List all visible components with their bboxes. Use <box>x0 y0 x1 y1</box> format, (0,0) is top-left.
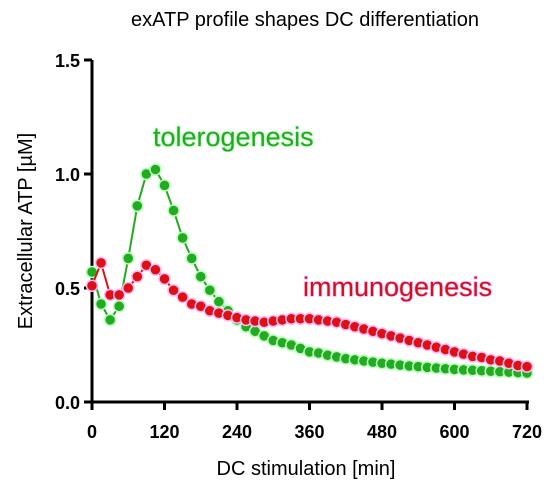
chart-title: exATP profile shapes DC differentiation <box>131 9 479 31</box>
data-point-tolerogenesis <box>203 284 217 297</box>
data-point-tolerogenesis <box>185 252 198 265</box>
x-tick-label: 240 <box>222 422 252 442</box>
ticks: 0 120 240 360 480 600 720 0.0 0.5 1.0 1.5 <box>55 51 542 442</box>
data-point-tolerogenesis <box>112 299 126 313</box>
data-point-immunogenesis <box>149 263 162 277</box>
data-point-immunogenesis <box>167 284 180 297</box>
x-tick-label: 360 <box>294 422 324 442</box>
data-point-immunogenesis <box>131 270 144 283</box>
series <box>85 163 534 380</box>
data-point-tolerogenesis <box>103 313 117 327</box>
tolerogenesis-label: tolerogenesis <box>153 122 314 152</box>
data-point-tolerogenesis <box>131 199 144 213</box>
x-tick-label: 480 <box>367 422 397 442</box>
data-point-tolerogenesis <box>194 270 207 283</box>
x-tick-label: 600 <box>439 422 469 442</box>
y-tick-label: 0.5 <box>55 279 80 299</box>
data-point-tolerogenesis <box>94 297 108 311</box>
y-axis-label: Extracellular ATP [µM] <box>15 133 37 329</box>
data-point-immunogenesis <box>85 279 99 292</box>
data-point-tolerogenesis <box>158 179 171 192</box>
x-tick-label: 120 <box>149 422 179 442</box>
x-tick-label: 720 <box>512 422 542 442</box>
x-axis-label: DC stimulation [min] <box>217 458 396 480</box>
data-point-tolerogenesis <box>149 163 162 176</box>
data-point-tolerogenesis <box>176 231 189 245</box>
data-point-tolerogenesis <box>212 295 226 308</box>
data-point-immunogenesis <box>122 281 135 295</box>
y-tick-label: 1.5 <box>55 51 80 71</box>
immunogenesis-label: immunogenesis <box>303 272 492 302</box>
x-tick-label: 0 <box>87 422 97 442</box>
data-point-immunogenesis <box>176 290 189 304</box>
data-point-immunogenesis <box>112 288 126 302</box>
y-tick-label: 1.0 <box>55 165 80 185</box>
series-immunogenesis <box>85 256 534 373</box>
data-point-immunogenesis <box>94 256 108 270</box>
y-tick-label: 0.0 <box>55 393 80 413</box>
data-point-immunogenesis <box>158 272 171 286</box>
data-point-tolerogenesis <box>167 204 180 217</box>
data-point-immunogenesis <box>520 360 534 373</box>
data-point-tolerogenesis <box>122 252 135 265</box>
